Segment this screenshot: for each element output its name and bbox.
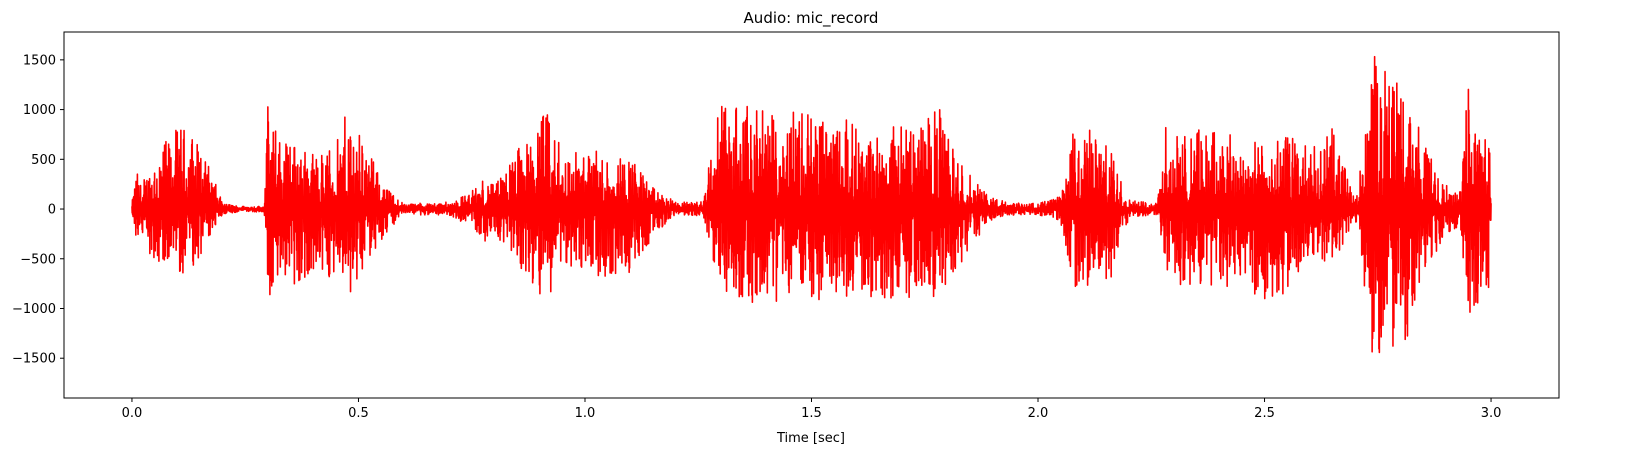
x-axis-label: Time [sec] — [776, 431, 845, 446]
chart-title: Audio: mic_record — [744, 9, 879, 28]
waveform-series-line — [131, 55, 1492, 354]
y-tick-label: −1000 — [12, 302, 56, 317]
y-tick-label: −1500 — [12, 352, 56, 367]
y-axis: −1500 −1000 −500 0 500 1000 1500 — [12, 53, 64, 367]
y-tick-label: 0 — [48, 203, 56, 218]
x-tick-label: 1.5 — [801, 406, 822, 421]
x-tick-label: 2.0 — [1028, 406, 1049, 421]
y-tick-label: 1000 — [23, 103, 56, 118]
y-tick-label: −500 — [20, 252, 56, 267]
x-tick-label: 0.5 — [348, 406, 369, 421]
x-tick-label: 3.0 — [1481, 406, 1502, 421]
y-tick-label: 1500 — [23, 53, 56, 68]
x-axis: 0.0 0.5 1.0 1.5 2.0 2.5 3.0 — [122, 398, 1502, 421]
x-tick-label: 1.0 — [575, 406, 596, 421]
y-tick-label: 500 — [31, 153, 56, 168]
x-tick-label: 0.0 — [122, 406, 143, 421]
x-tick-label: 2.5 — [1254, 406, 1275, 421]
